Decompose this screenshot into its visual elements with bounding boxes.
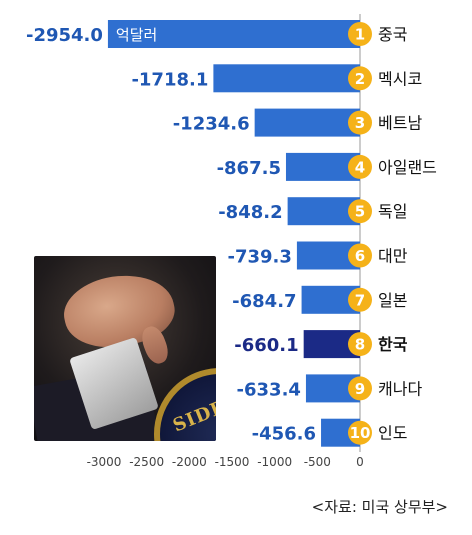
rank-number: 9: [355, 380, 365, 398]
rank-number: 8: [355, 336, 365, 354]
rank-number: 10: [350, 424, 371, 442]
rank-badge: [348, 66, 372, 91]
x-tick-label: -1500: [215, 455, 250, 469]
x-tick-label: -3000: [87, 455, 122, 469]
rank-number: 3: [355, 114, 365, 132]
country-label: 베트남: [378, 114, 422, 133]
x-tick-label: -2500: [129, 455, 164, 469]
bar: [254, 108, 360, 137]
x-tick-label: -500: [304, 455, 331, 469]
source-note: <자료: 미국 상무부>: [311, 498, 448, 516]
x-tick-label: -2000: [172, 455, 207, 469]
country-label: 한국: [378, 335, 408, 354]
rank-badge: [348, 154, 372, 179]
value-label: -660.1: [234, 335, 298, 356]
country-label: 대만: [378, 247, 408, 266]
rank-number: 5: [355, 203, 365, 221]
value-label: -684.7: [232, 291, 296, 312]
rank-badge: [348, 376, 372, 401]
rank-badge: [348, 199, 372, 224]
country-label: 캐나다: [378, 379, 422, 398]
rank-badge: [348, 287, 372, 312]
rank-number: 6: [355, 247, 365, 265]
rank-badge: [348, 110, 372, 135]
value-label: -456.6: [252, 424, 316, 445]
bar: [287, 197, 360, 226]
bar: [285, 152, 360, 181]
value-label: -2954.0: [26, 25, 103, 46]
rank-badge: [348, 243, 372, 268]
country-label: 중국: [378, 25, 407, 44]
rank-number: 2: [355, 70, 365, 88]
rank-number: 1: [355, 26, 365, 44]
country-label: 일본: [378, 291, 407, 310]
rank-badge: [348, 332, 372, 357]
rank-badge: [348, 420, 372, 445]
rank-badge: [348, 22, 372, 46]
country-label: 멕시코: [378, 69, 422, 88]
value-label: -848.2: [218, 202, 282, 223]
value-label: -633.4: [237, 379, 301, 400]
country-label: 아일랜드: [378, 158, 437, 177]
bar: [213, 64, 360, 93]
country-label: 인도: [378, 424, 407, 443]
value-label: -739.3: [228, 247, 292, 268]
country-label: 독일: [378, 202, 407, 221]
rank-number: 4: [355, 158, 365, 176]
x-tick-label: 0: [356, 455, 364, 469]
rank-number: 7: [355, 291, 365, 309]
x-tick-label: -1000: [257, 455, 292, 469]
unit-label: 억달러: [116, 26, 157, 44]
bar: [107, 20, 361, 48]
value-label: -1234.6: [173, 114, 250, 135]
photo-pointing-hand: SIDE: [34, 256, 216, 441]
value-label: -1718.1: [131, 69, 208, 90]
value-label: -867.5: [217, 158, 281, 179]
